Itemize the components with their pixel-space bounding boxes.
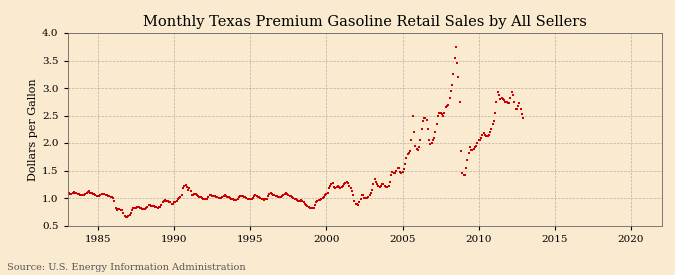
- Title: Monthly Texas Premium Gasoline Retail Sales by All Sellers: Monthly Texas Premium Gasoline Retail Sa…: [142, 15, 587, 29]
- Text: Source: U.S. Energy Information Administration: Source: U.S. Energy Information Administ…: [7, 263, 246, 272]
- Y-axis label: Dollars per Gallon: Dollars per Gallon: [28, 78, 38, 181]
